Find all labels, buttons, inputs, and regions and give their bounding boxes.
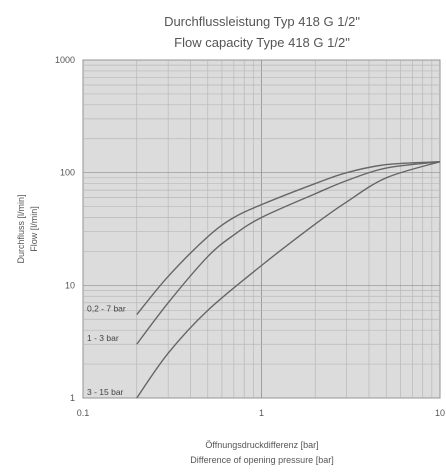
series-group [136,161,441,399]
chart-title: Durchflussleistung Typ 418 G 1/2" [164,14,360,29]
x-tick-label: 10 [435,408,445,418]
y-tick-label: 1000 [55,55,75,65]
x-tick-labels: 0.1 1 10 [77,408,445,418]
y-tick-labels: 1000 100 10 1 [55,55,75,403]
x-axis-label: Öffnungsdruckdifferenz [bar] [205,440,318,450]
curve-label-3: 3 - 15 bar [87,387,124,397]
x-tick-label: 0.1 [77,408,90,418]
curve-labels: 0,2 - 7 bar 1 - 3 bar 3 - 15 bar [87,304,126,397]
y-axis-label-en: Flow [l/min] [29,206,39,252]
y-axis-label: Durchfluss [l/min] [16,194,26,263]
y-tick-label: 10 [65,280,75,290]
chart-subtitle: Flow capacity Type 418 G 1/2" [174,35,350,50]
series-line-2 [136,161,441,345]
y-tick-label: 100 [60,168,75,178]
x-axis-label-en: Difference of opening pressure [bar] [190,455,333,465]
y-tick-label: 1 [70,393,75,403]
series-line-1 [136,161,441,316]
grid-lines [82,59,441,399]
curve-label-2: 1 - 3 bar [87,333,119,343]
x-tick-label: 1 [259,408,264,418]
series-line-3 [136,161,441,399]
curve-label-1: 0,2 - 7 bar [87,304,126,314]
